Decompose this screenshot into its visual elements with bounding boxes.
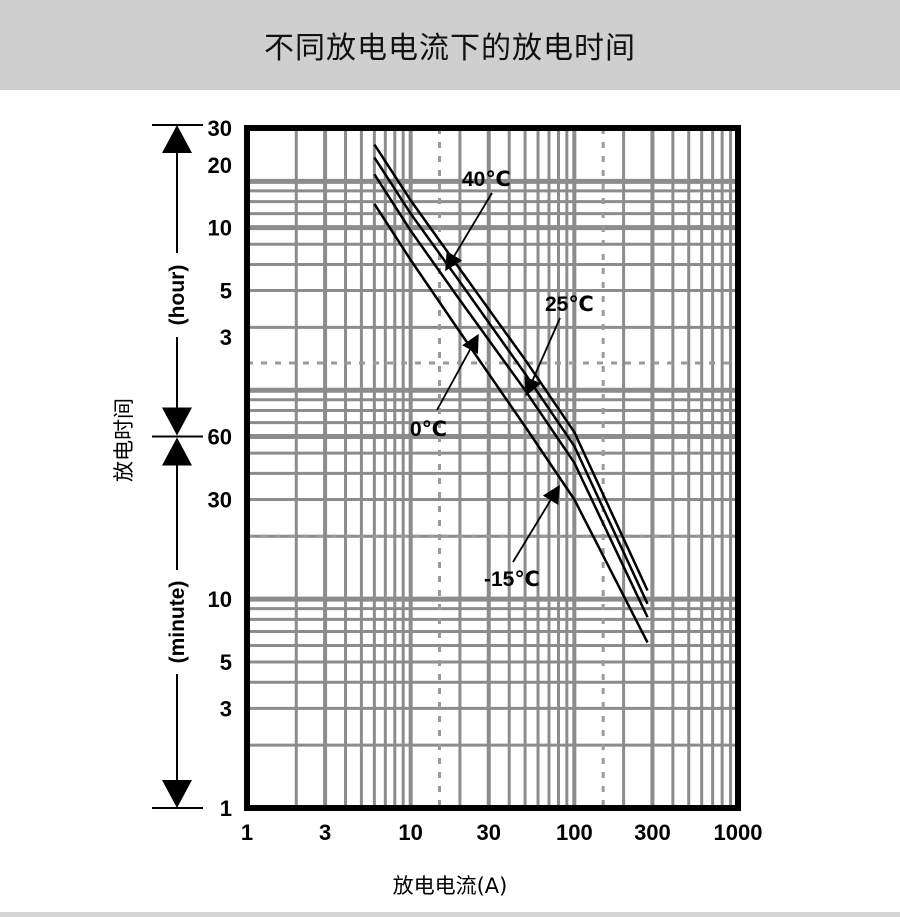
arrow-up-icon	[162, 125, 192, 153]
annotation-arrow	[445, 192, 493, 272]
series-line--15℃	[373, 203, 649, 644]
y-tick-label: 3	[220, 696, 232, 721]
x-tick-label: 1000	[714, 820, 763, 845]
y-tick-label: 3	[220, 325, 232, 350]
arrow-down-icon	[162, 780, 192, 808]
y-tick-label: 5	[220, 650, 232, 675]
series-line-0℃	[373, 173, 649, 618]
series-line-40℃	[373, 143, 649, 592]
y-axis-label: 放电时间	[112, 398, 136, 482]
y-tick-label: 1	[220, 796, 232, 821]
plot-border	[244, 125, 741, 811]
series-layer	[373, 143, 649, 644]
arrow-up-icon	[162, 437, 192, 466]
x-tick-label: 10	[398, 820, 422, 845]
annotation-layer: 40℃ 25℃ 0℃ -15℃	[410, 168, 594, 591]
segment-label-minute: (minute)	[166, 581, 189, 664]
grid-layer	[245, 128, 738, 810]
annotation-arrow	[524, 317, 561, 397]
annotation-label: -15℃	[484, 568, 540, 591]
y-tick-label: 30	[208, 116, 232, 141]
y-tick-label: 20	[208, 153, 232, 178]
x-axis-label: 放电电流(A)	[393, 874, 508, 898]
y-tick-label: 60	[208, 425, 232, 450]
arrow-down-icon	[162, 407, 192, 436]
x-tick-label: 3	[319, 820, 331, 845]
title-bar: 不同放电电流下的放电时间	[0, 0, 900, 90]
y-tick-label: 5	[220, 279, 232, 304]
plot-frame	[244, 125, 741, 811]
annotation-arrow	[436, 333, 479, 411]
series-line-25℃	[373, 156, 649, 605]
segment-label-hour: (hour)	[166, 265, 189, 326]
x-tick-label: 30	[477, 820, 501, 845]
x-tick-label: 300	[634, 820, 671, 845]
axis-layer: 1 3 10 30 100 300 100013510306035102030(hour)(…	[152, 116, 762, 845]
x-tick-label: 1	[241, 820, 253, 845]
bottom-rule	[0, 912, 900, 917]
annotation-label: 0℃	[410, 418, 447, 441]
annotation-label: 25℃	[545, 293, 594, 316]
annotation-arrow	[512, 484, 560, 563]
page-title: 不同放电电流下的放电时间	[264, 31, 636, 66]
y-tick-label: 30	[208, 487, 232, 512]
y-tick-label: 10	[208, 587, 232, 612]
y-tick-label: 10	[208, 216, 232, 241]
x-tick-label: 100	[556, 820, 593, 845]
annotation-label: 40℃	[462, 168, 511, 191]
